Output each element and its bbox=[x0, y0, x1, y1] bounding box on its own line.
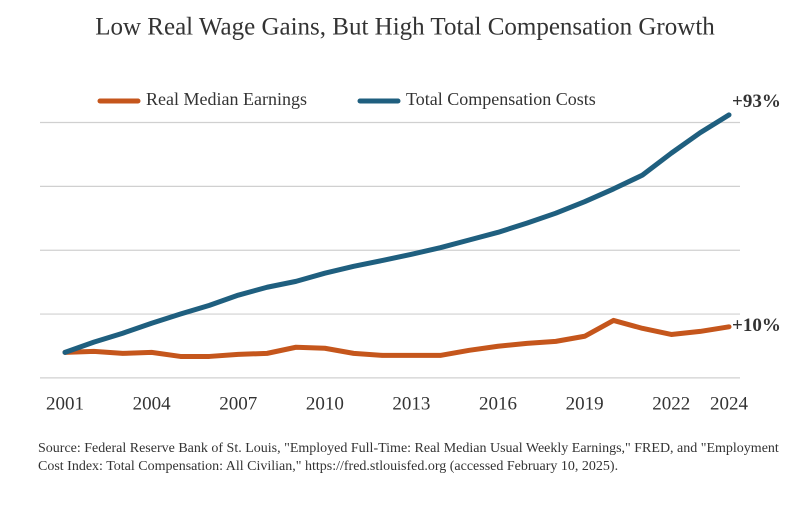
x-tick-label: 2007 bbox=[219, 393, 257, 414]
x-tick-label: 2019 bbox=[566, 393, 604, 414]
x-tick-label: 2001 bbox=[46, 393, 84, 414]
series-line bbox=[62, 112, 732, 355]
legend-label: Real Median Earnings bbox=[146, 89, 307, 109]
end-label: +10% bbox=[732, 315, 781, 336]
x-tick-label: 2022 bbox=[652, 393, 690, 414]
legend-label: Total Compensation Costs bbox=[406, 89, 596, 109]
x-tick-label: 2004 bbox=[133, 393, 172, 414]
x-tick-label: 2016 bbox=[479, 393, 517, 414]
chart-title: Low Real Wage Gains, But High Total Comp… bbox=[95, 14, 715, 41]
x-tick-label: 2024 bbox=[710, 393, 749, 414]
series-line bbox=[62, 317, 732, 359]
chart: Low Real Wage Gains, But High Total Comp… bbox=[40, 14, 781, 414]
end-label: +93% bbox=[732, 91, 781, 112]
x-tick-label: 2010 bbox=[306, 393, 344, 414]
x-tick-label: 2013 bbox=[392, 393, 430, 414]
source-note: Source: Federal Reserve Bank of St. Loui… bbox=[38, 441, 779, 474]
